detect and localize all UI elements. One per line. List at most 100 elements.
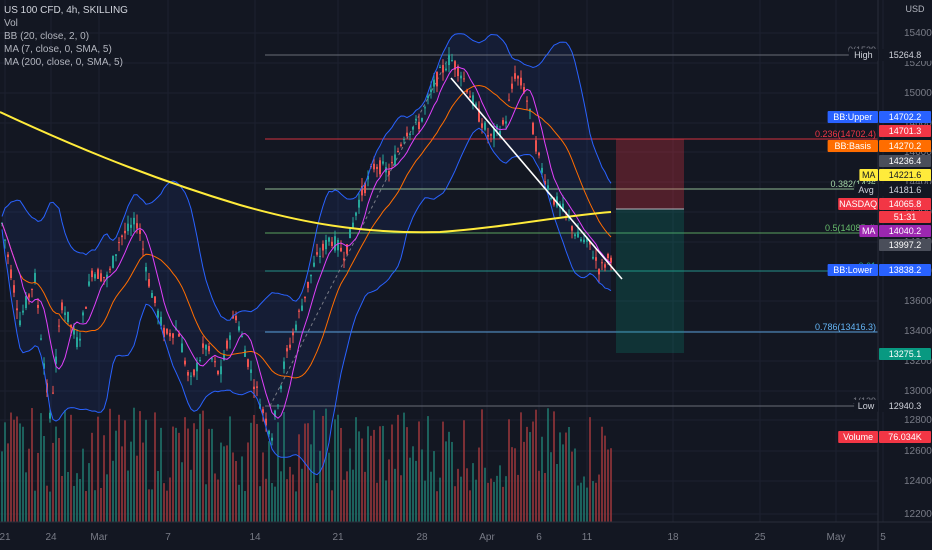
candle-body [610,257,612,263]
candle-body [550,197,552,199]
badge-label: MA [862,170,876,180]
candle-body [196,362,198,372]
volume-bar [496,475,498,522]
legend-volume[interactable]: Vol [4,18,18,29]
badge-value: 13838.2 [889,265,922,275]
volume-bar [151,489,153,522]
badge-label: High [854,50,873,60]
volume-bar [331,490,333,522]
legend-ma-200[interactable]: MA (200, close, 0, SMA, 5) [4,57,123,68]
candle-body [160,316,162,326]
badge-value: 14221.6 [889,170,922,180]
candle-body [346,244,348,254]
candle-body [472,95,474,106]
symbol-title[interactable]: US 100 CFD, 4h, SKILLING [4,5,128,16]
volume-bar [343,479,345,522]
candle-body [595,257,597,261]
candle-body [286,348,288,352]
volume-bar [421,449,423,522]
volume-bar [346,471,348,522]
badge-label-box [827,111,878,123]
candle-body [268,430,270,435]
candle-body [505,121,507,124]
volume-bar [442,421,444,522]
legend-bollinger-bands[interactable]: BB (20, close, 2, 0) [4,31,90,42]
candle-body [127,223,129,232]
volume-bar [577,485,579,522]
candle-body [391,161,393,164]
legend-ma-7[interactable]: MA (7, close, 0, SMA, 5) [4,44,112,55]
volume-bar [232,452,234,522]
volume-bar [301,468,303,522]
volume-bar [583,476,585,522]
volume-bar [595,482,597,522]
volume-bar [64,410,66,522]
volume-bar [268,441,270,522]
candle-body [214,361,216,363]
candle-body [169,333,171,337]
volume-bar [112,460,114,522]
candle-body [4,239,6,241]
candle-body [490,134,492,136]
volume-bar [490,478,492,522]
candle-body [112,256,114,268]
candle-body [406,132,408,137]
candle-body [469,95,471,98]
candle-body [394,154,396,166]
volume-bar [430,471,432,522]
candle-body [148,279,150,287]
ma-200-line [0,111,612,234]
volume-bar [271,483,273,522]
candle-body [502,120,504,125]
volume-bar [91,432,93,522]
time-axis[interactable]: 21 24 Mar 7 14 21 28 Apr 6 11 18 25 May 5 [0,521,932,543]
candle-body [307,281,309,288]
candle-body [7,254,9,258]
volume-bar [115,430,117,522]
candle-body [136,223,138,229]
candle-body [517,76,519,79]
volume-bar [193,423,195,522]
badge-label: MA [862,226,876,236]
candle-body [343,258,345,261]
candle-body [163,327,165,338]
candle-body [382,161,384,164]
volume-bar [256,423,258,522]
candle-body [568,217,570,219]
volume-bar [190,469,192,522]
candle-body [166,328,168,334]
volume-bar [79,478,81,522]
volume-bar [286,479,288,522]
volume-bar [598,474,600,522]
badge-value-box [879,140,931,152]
candle-body [58,325,60,327]
volume-bar [457,468,459,522]
time-tick-label: Apr [479,532,495,543]
candle-body [178,333,180,337]
volume-bar [532,421,534,522]
short-position-tool[interactable] [616,139,684,353]
candle-body [202,343,204,348]
volume-bar [82,448,84,522]
trend-line-drawings[interactable] [450,77,623,280]
candlestick-series [1,47,612,446]
volume-bar [502,486,504,522]
volume-bar [295,491,297,522]
price-tick-label: 15200.0 [904,58,932,69]
candle-body [298,310,300,312]
candle-body [85,306,87,309]
time-tick-label: May [827,532,846,543]
candle-body [562,203,564,212]
volume-bar [523,441,525,522]
candle-body [583,239,585,243]
candle-body [520,77,522,86]
volume-bar [334,419,336,522]
candle-body [223,354,225,361]
badge-label-box [838,198,878,210]
candle-body [292,332,294,336]
volume-bar [319,450,321,522]
candle-body [337,239,339,251]
price-tick-label: 13600.0 [904,296,932,307]
price-tick-label: 12800.0 [904,415,932,426]
